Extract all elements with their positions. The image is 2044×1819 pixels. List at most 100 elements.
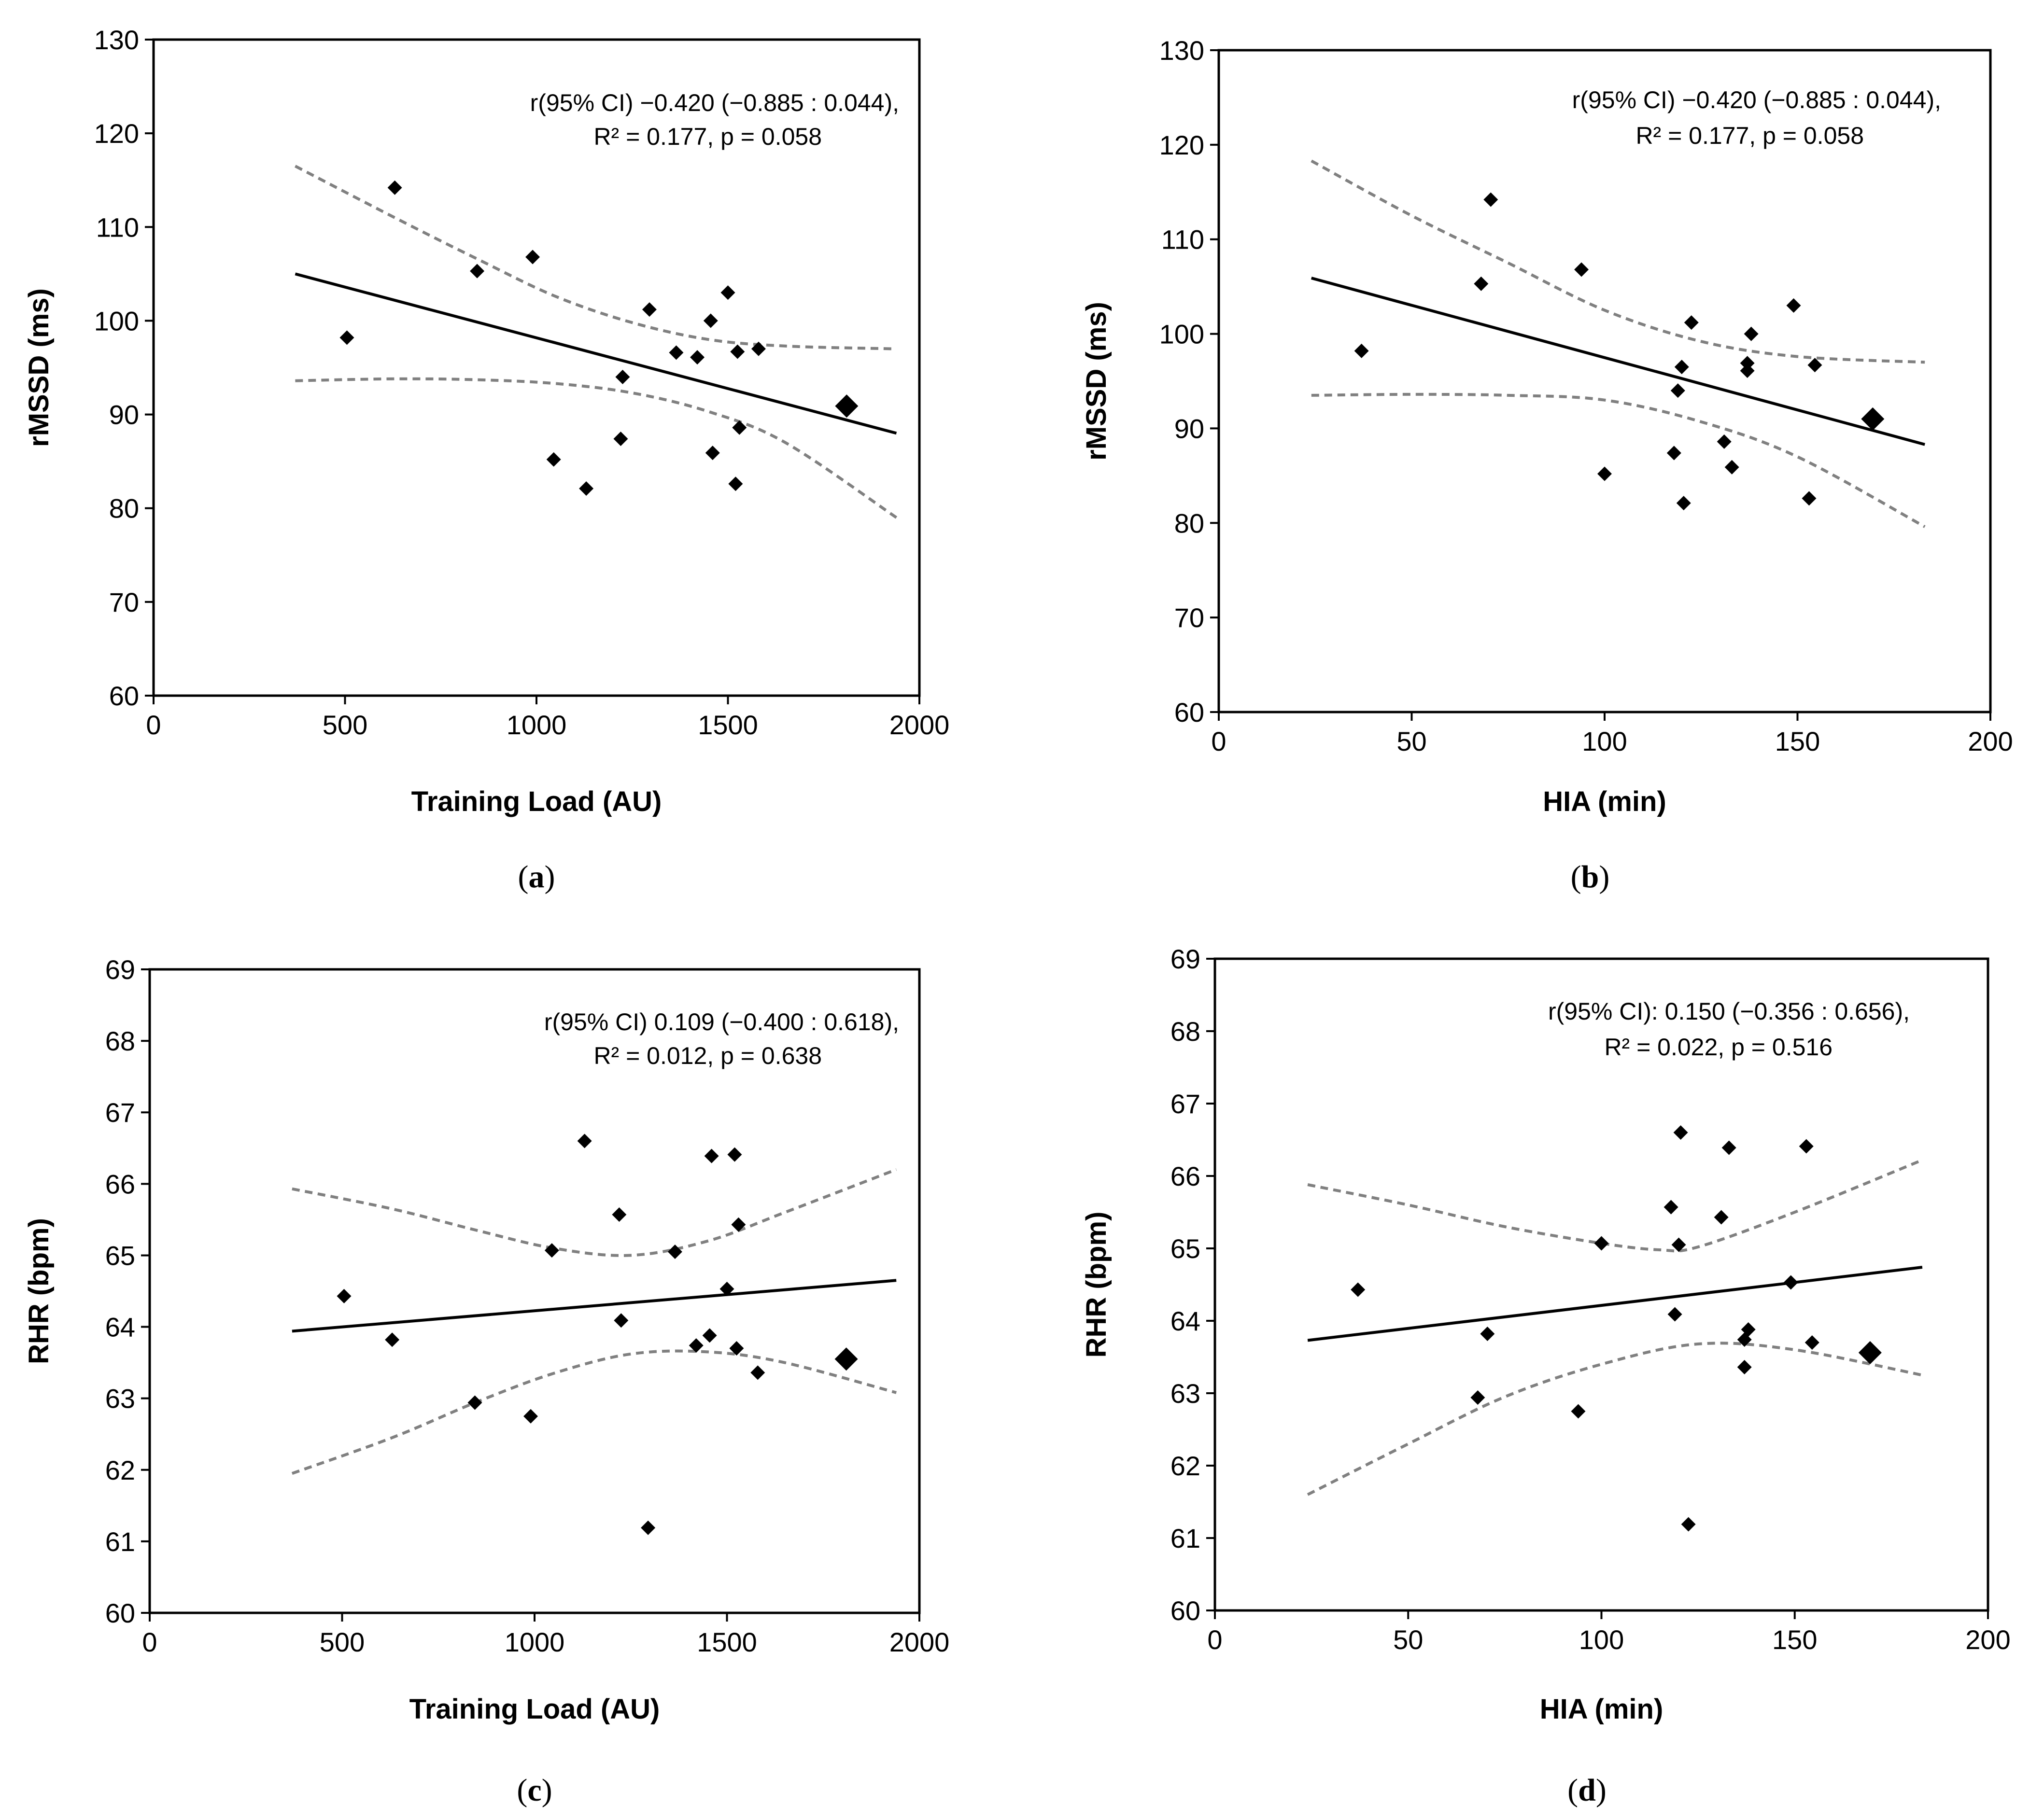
- panel-label-close: ): [1596, 1773, 1607, 1808]
- data-point: [690, 350, 705, 365]
- y-tick-label: 68: [105, 1026, 135, 1056]
- data-point: [1737, 1360, 1752, 1374]
- data-point: [544, 1243, 559, 1258]
- correlation-annotation-line-1: r(95% CI) −0.420 (−0.885 : 0.044),: [530, 89, 899, 116]
- x-tick-label: 500: [323, 710, 367, 740]
- data-point: [702, 1328, 717, 1343]
- ci-lower-curve: [295, 377, 898, 519]
- panel-label-close: ): [542, 1773, 552, 1808]
- data-point: [728, 476, 743, 491]
- y-tick-label: 130: [94, 25, 139, 55]
- y-tick-label: 61: [105, 1526, 135, 1557]
- data-point: [689, 1338, 704, 1353]
- data-point: [1799, 1139, 1814, 1154]
- y-tick-label: 64: [105, 1312, 135, 1343]
- data-point: [1783, 1275, 1798, 1290]
- data-point: [385, 1332, 400, 1347]
- panel-label-close: ): [1599, 859, 1609, 895]
- x-axis-label: HIA (min): [1543, 786, 1666, 817]
- x-tick-label: 200: [1965, 1624, 2010, 1655]
- y-tick-label: 68: [1170, 1016, 1200, 1047]
- ci-lower-curve: [291, 1349, 897, 1475]
- data-point: [729, 1341, 744, 1356]
- x-tick-label: 0: [1211, 726, 1226, 756]
- data-point: [337, 1288, 352, 1303]
- y-tick-label: 64: [1170, 1306, 1200, 1336]
- data-point: [669, 345, 684, 360]
- data-point: [1717, 434, 1732, 449]
- y-tick-label: 60: [1174, 697, 1204, 728]
- data-point: [641, 1520, 656, 1535]
- data-point: [1724, 460, 1739, 475]
- regression-line: [1307, 1266, 1923, 1342]
- y-axis-label: rMSSD (ms): [1081, 302, 1112, 461]
- ci-upper-curve: [292, 1168, 897, 1257]
- y-tick-label: 63: [1170, 1378, 1200, 1409]
- panel-label: (d): [1567, 1773, 1607, 1808]
- correlation-annotation-line-2: R² = 0.022, p = 0.516: [1604, 1034, 1833, 1061]
- x-tick-label: 1000: [507, 710, 567, 740]
- x-tick-label: 500: [320, 1627, 365, 1657]
- y-tick-label: 62: [1170, 1451, 1200, 1481]
- data-point: [732, 420, 747, 435]
- x-tick-label: 150: [1772, 1624, 1817, 1655]
- correlation-annotation-line-2: R² = 0.177, p = 0.058: [1635, 122, 1864, 149]
- correlation-annotation-line-1: r(95% CI): 0.150 (−0.356 : 0.656),: [1548, 998, 1910, 1025]
- data-point: [1807, 358, 1822, 373]
- x-tick-label: 0: [146, 710, 161, 740]
- y-tick-label: 60: [105, 1598, 135, 1628]
- panel-label-close: ): [545, 859, 555, 895]
- panel-label: (a): [518, 859, 555, 895]
- x-tick-label: 2000: [889, 710, 950, 740]
- data-point: [614, 1313, 629, 1328]
- x-tick-label: 100: [1582, 726, 1627, 756]
- x-tick-label: 0: [1207, 1624, 1222, 1655]
- data-point: [1674, 360, 1689, 375]
- data-point: [1684, 315, 1699, 330]
- panel-label: (c): [517, 1773, 552, 1808]
- data-point: [470, 264, 485, 279]
- data-point: [1681, 1517, 1696, 1532]
- chart-panel-c: 60 61 62 63 64 65 66 67 68 69 0 500 1000 1500 2000 Trai…: [23, 954, 949, 1808]
- data-point: [704, 1148, 719, 1163]
- y-tick-label: 110: [96, 212, 139, 242]
- data-point: [719, 1282, 734, 1297]
- y-tick-label: 70: [1174, 602, 1204, 633]
- data-point: [1666, 446, 1681, 461]
- data-point: [750, 1365, 765, 1380]
- x-axis-label: Training Load (AU): [409, 1693, 660, 1725]
- data-point: [1670, 383, 1685, 398]
- y-axis-label: RHR (bpm): [23, 1218, 55, 1364]
- panel-label-open: (: [1567, 1773, 1578, 1808]
- data-point: [1574, 262, 1589, 277]
- data-point: [1351, 1282, 1366, 1297]
- ci-upper-curve: [1307, 1159, 1923, 1253]
- data-point: [1786, 298, 1801, 313]
- x-tick-label: 50: [1396, 726, 1426, 756]
- x-tick-label: 1500: [698, 710, 758, 740]
- data-point: [1480, 1327, 1495, 1341]
- data-point: [1741, 1322, 1756, 1337]
- data-point: [1740, 356, 1755, 371]
- data-point: [1667, 1307, 1682, 1322]
- regression-line: [1311, 277, 1925, 446]
- data-point: [546, 452, 561, 467]
- x-tick-label: 1000: [505, 1627, 565, 1657]
- correlation-annotation-line-1: r(95% CI) −0.420 (−0.885 : 0.044),: [1572, 86, 1941, 113]
- ci-upper-curve: [295, 165, 897, 350]
- x-tick-label: 150: [1775, 726, 1820, 756]
- x-tick-label: 100: [1579, 1624, 1624, 1655]
- y-tick-label: 80: [1174, 508, 1204, 538]
- panel-label-letter: b: [1581, 859, 1599, 895]
- data-point: [612, 1207, 627, 1222]
- highlighted-data-point: [835, 394, 859, 418]
- y-tick-label: 100: [94, 306, 139, 336]
- panel-label-open: (: [1571, 859, 1581, 895]
- data-point: [1744, 326, 1759, 341]
- data-point: [1470, 1390, 1485, 1405]
- data-point: [727, 1147, 742, 1162]
- y-tick-label: 110: [1161, 224, 1204, 255]
- data-point: [1721, 1140, 1736, 1155]
